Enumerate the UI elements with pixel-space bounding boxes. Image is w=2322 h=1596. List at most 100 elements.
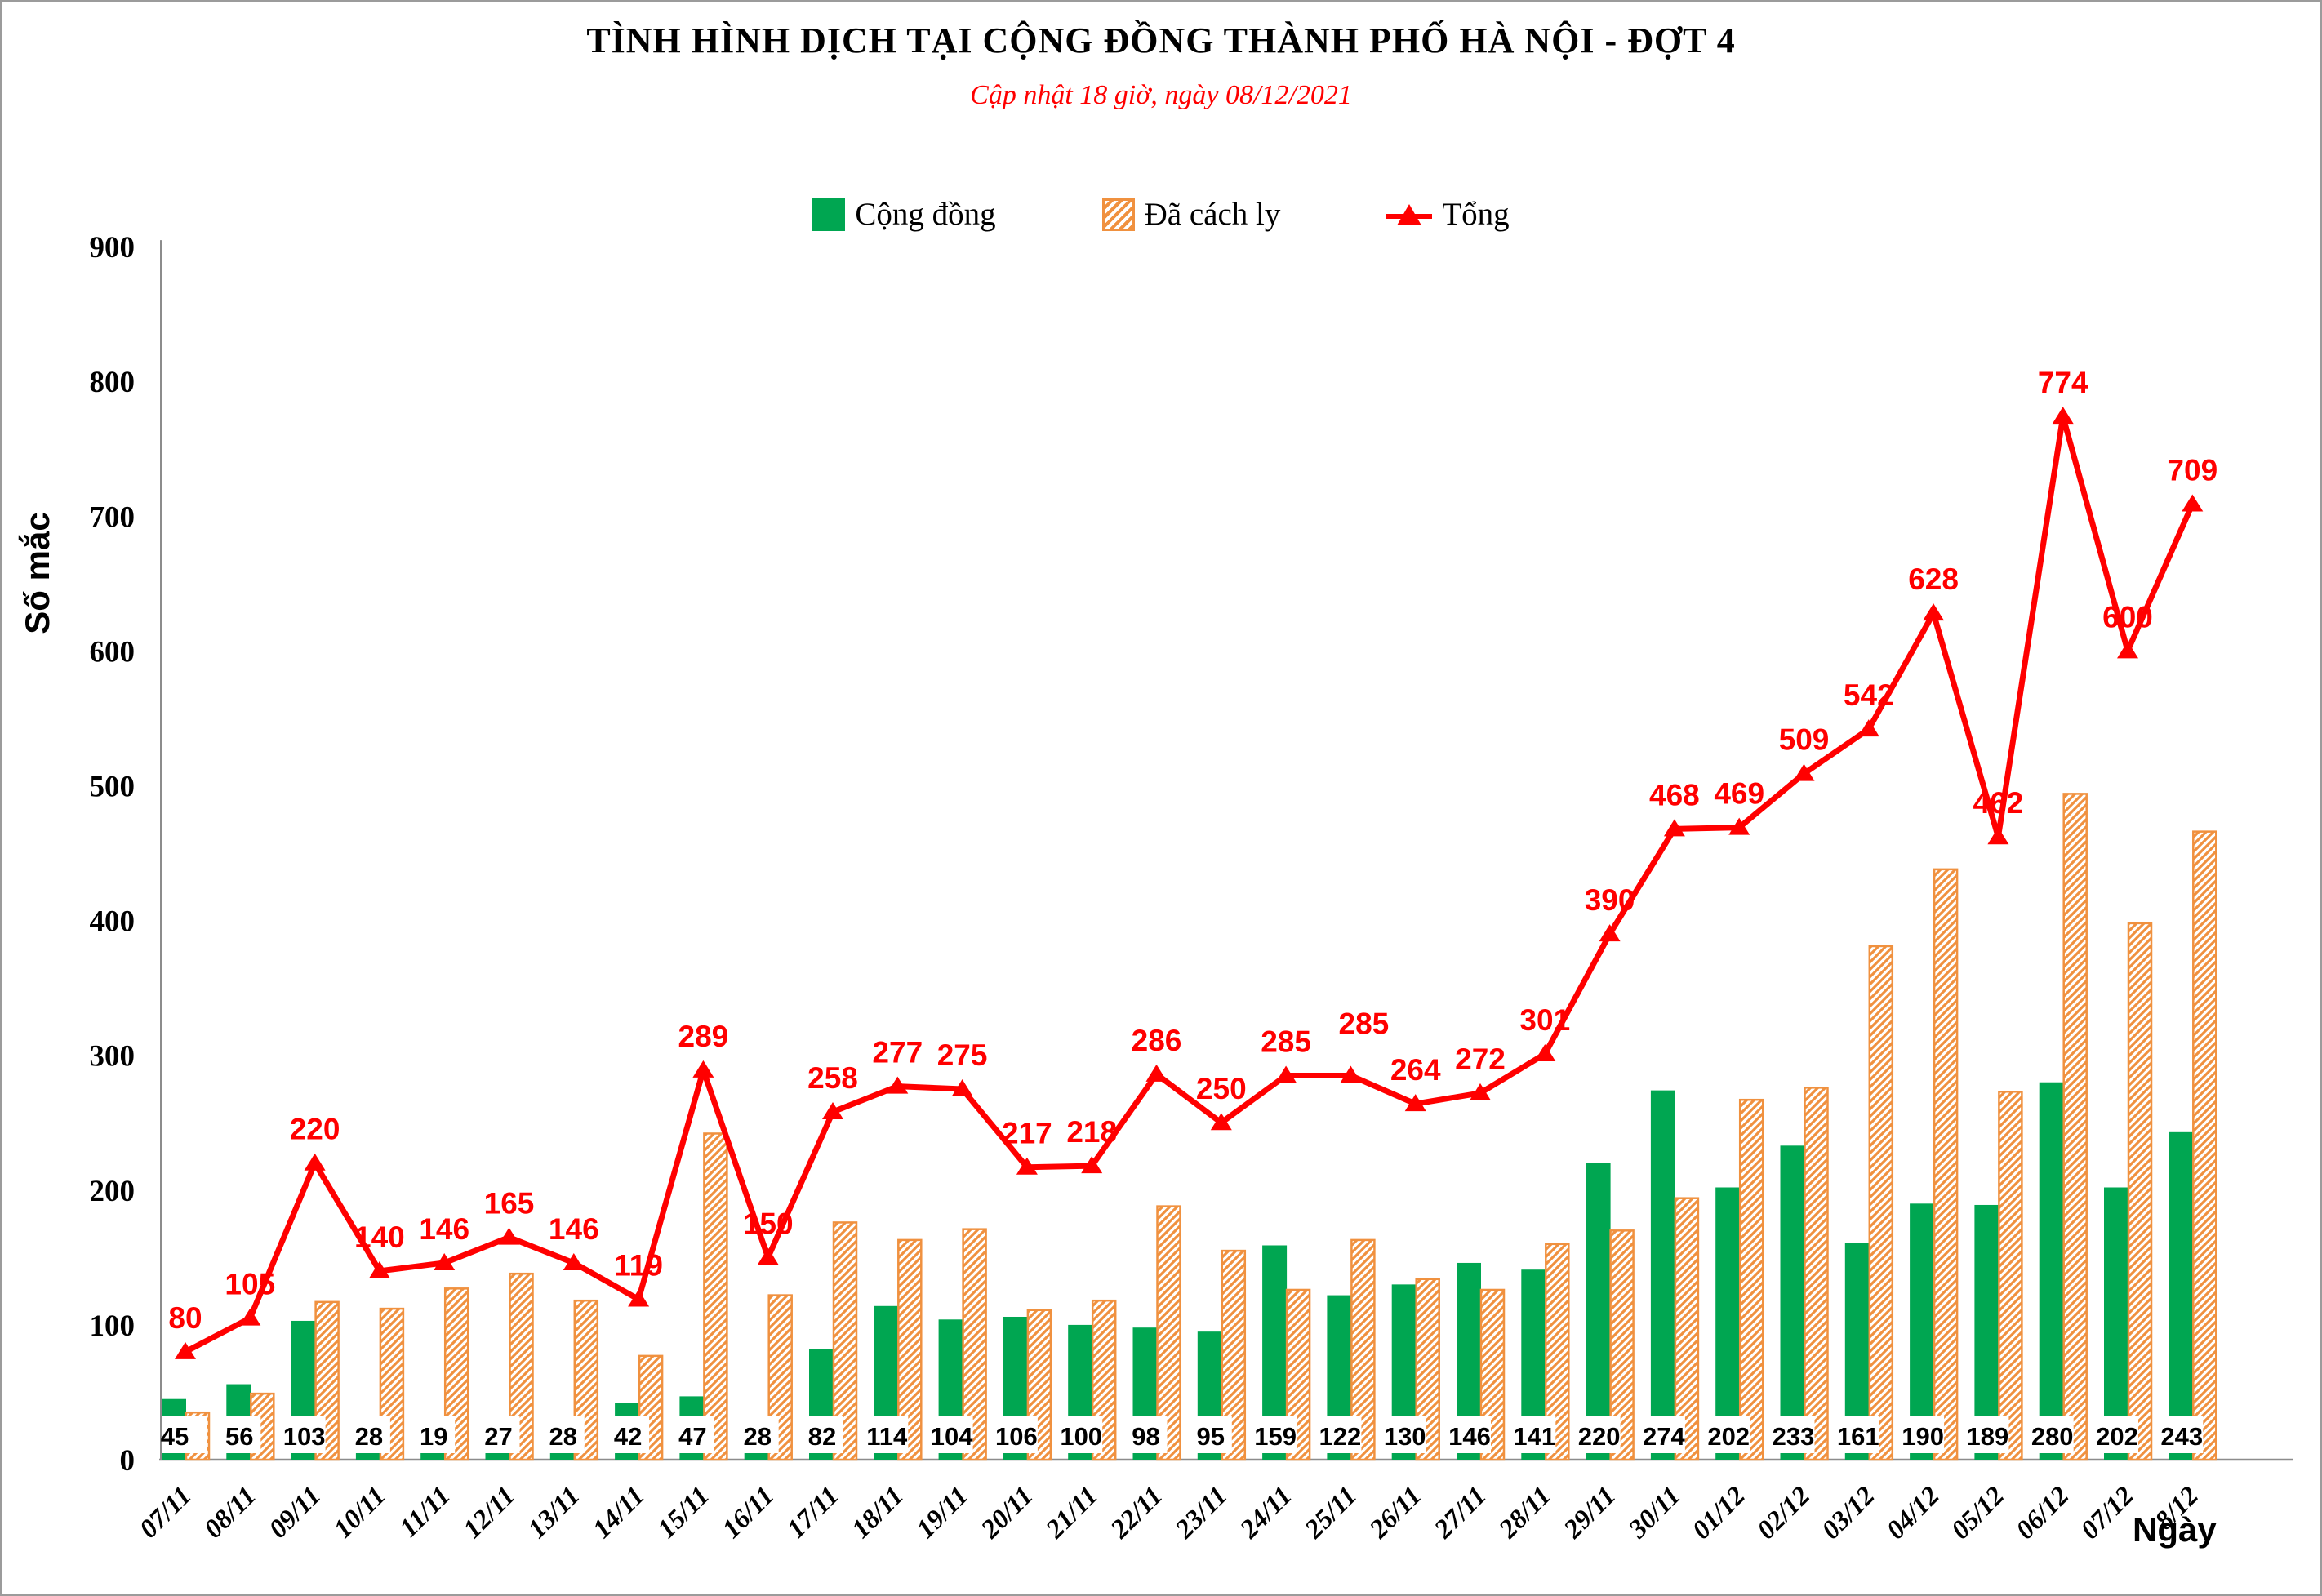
x-tick-label: 29/11 <box>1558 1481 1621 1545</box>
total-value-label: 264 <box>1390 1053 1441 1087</box>
legend-swatch-quarantined-icon <box>1101 198 1135 231</box>
x-tick-label: 19/11 <box>911 1481 974 1544</box>
legend: Cộng đồng Đã cách ly Tổng <box>2 196 2320 233</box>
bar-value-label: 202 <box>1707 1422 1750 1451</box>
total-value-label: 258 <box>807 1061 858 1095</box>
total-value-label: 105 <box>225 1268 275 1301</box>
x-tick-label: 14/11 <box>587 1481 650 1544</box>
bar-value-label: 19 <box>420 1422 447 1451</box>
total-value-label: 272 <box>1455 1043 1506 1076</box>
x-tick-label: 10/11 <box>328 1481 391 1544</box>
x-tick-label: 05/12 <box>1946 1481 2010 1545</box>
bar-value-label-box <box>1900 1416 1945 1453</box>
x-tick-label: 09/11 <box>264 1481 327 1544</box>
total-value-label: 275 <box>937 1038 988 1072</box>
bar-value-label: 47 <box>678 1422 706 1451</box>
bar-quarantine <box>443 1287 469 1461</box>
bar-value-label-box <box>1706 1416 1750 1453</box>
bar-quarantine <box>2127 922 2153 1461</box>
legend-label-total: Tổng <box>1442 197 1510 232</box>
x-tick-label: 21/11 <box>1040 1481 1104 1545</box>
total-value-label: 140 <box>354 1220 405 1254</box>
total-value-label: 628 <box>1908 562 1959 596</box>
x-tick-label: 08/11 <box>199 1481 262 1544</box>
x-tick-label: 28/11 <box>1493 1481 1557 1545</box>
bar-value-label: 220 <box>1578 1422 1621 1451</box>
bar-value-label-box <box>1058 1416 1103 1453</box>
bar-value-label: 28 <box>549 1422 577 1451</box>
legend-item-total: Tổng <box>1386 196 1510 233</box>
bar-community <box>2169 1131 2194 1460</box>
bar-value-label-box <box>993 1416 1038 1453</box>
bar-value-label-box <box>605 1416 650 1453</box>
bar-value-label: 103 <box>283 1422 326 1451</box>
bar-value-label: 159 <box>1254 1422 1297 1451</box>
total-value-label: 150 <box>743 1207 794 1240</box>
bar-community <box>1780 1145 1805 1460</box>
total-value-label: 468 <box>1649 778 1700 811</box>
x-tick-label: 24/11 <box>1234 1481 1298 1545</box>
bar-value-label-box <box>345 1416 390 1453</box>
bar-value-label: 280 <box>2031 1422 2074 1451</box>
bar-value-label: 106 <box>995 1422 1038 1451</box>
bar-value-label: 233 <box>1773 1422 1815 1451</box>
bar-value-label-box <box>734 1416 779 1453</box>
total-marker-icon <box>239 1308 261 1326</box>
total-marker-icon <box>1340 1065 1362 1083</box>
y-tick-label: 300 <box>90 1040 136 1074</box>
y-tick-label: 100 <box>90 1309 136 1343</box>
total-marker-icon <box>1081 1156 1103 1174</box>
total-value-label: 80 <box>168 1301 202 1335</box>
chart-subtitle: Cập nhật 18 giờ, ngày 08/12/2021 <box>970 80 1352 110</box>
bar-value-label: 42 <box>614 1422 642 1451</box>
bar-value-label-box <box>411 1416 456 1453</box>
total-marker-icon <box>2182 494 2204 512</box>
total-marker-icon <box>563 1252 585 1270</box>
total-marker-icon <box>368 1260 390 1278</box>
x-tick-label: 15/11 <box>652 1481 715 1544</box>
legend-label-community: Cộng đồng <box>855 197 996 232</box>
legend-swatch-community-icon <box>812 198 846 231</box>
bar-community <box>2104 1187 2128 1460</box>
bar-value-label-box <box>1770 1416 1815 1453</box>
total-marker-icon <box>2052 407 2074 425</box>
x-tick-label: 11/11 <box>394 1481 456 1543</box>
x-axis-title: Ngày <box>2133 1510 2217 1549</box>
total-marker-icon <box>1793 763 1815 781</box>
total-marker-icon <box>1728 817 1750 835</box>
bar-quarantine <box>1998 1091 2023 1461</box>
bar-value-label: 146 <box>1448 1422 1491 1451</box>
bar-value-label: 161 <box>1837 1422 1879 1451</box>
x-tick-label: 16/11 <box>717 1481 780 1544</box>
x-tick-label: 13/11 <box>523 1481 585 1544</box>
total-value-label: 286 <box>1132 1024 1182 1057</box>
bar-value-label: 56 <box>225 1422 253 1451</box>
bar-value-label-box <box>2159 1416 2204 1453</box>
bar-value-label: 122 <box>1319 1422 1362 1451</box>
total-value-label: 600 <box>2102 600 2153 634</box>
bar-value-label-box <box>1187 1416 1232 1453</box>
total-value-label: 165 <box>484 1187 535 1220</box>
bar-value-label-box <box>1640 1416 1685 1453</box>
x-tick-label: 27/11 <box>1429 1481 1492 1545</box>
total-marker-icon <box>757 1247 779 1265</box>
bar-community <box>1586 1163 1611 1460</box>
x-tick-label: 02/12 <box>1752 1481 1817 1545</box>
bar-community <box>1715 1187 1741 1460</box>
y-tick-label: 900 <box>90 231 136 265</box>
total-marker-icon <box>1987 827 2009 845</box>
y-tick-label: 700 <box>90 500 136 534</box>
bar-value-label: 141 <box>1513 1422 1555 1451</box>
y-tick-label: 400 <box>90 905 136 939</box>
bar-value-label: 114 <box>866 1422 908 1451</box>
total-marker-icon <box>1404 1094 1426 1112</box>
total-value-label: 250 <box>1196 1072 1247 1105</box>
bar-value-label: 190 <box>1902 1422 1944 1451</box>
x-tick-label: 20/11 <box>976 1481 1039 1545</box>
total-marker-icon <box>434 1252 456 1270</box>
x-tick-label: 26/11 <box>1363 1481 1427 1545</box>
y-tick-label: 600 <box>90 635 136 669</box>
total-marker-icon <box>2117 641 2138 659</box>
bar-community <box>1650 1090 1675 1460</box>
